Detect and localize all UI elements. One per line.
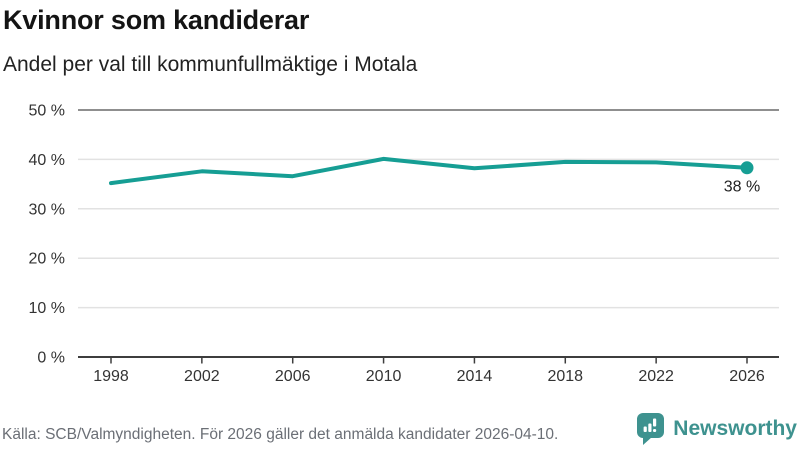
x-tick-label: 1998 — [93, 368, 129, 385]
y-tick-label: 10 % — [29, 300, 65, 317]
y-tick-label: 40 % — [29, 152, 65, 169]
y-tick-label: 20 % — [29, 251, 65, 268]
y-tick-label: 50 % — [29, 103, 65, 120]
x-tick-label: 2022 — [638, 368, 674, 385]
y-tick-label: 0 % — [37, 350, 65, 367]
newsworthy-logo-text: Newsworthy — [673, 416, 797, 440]
x-tick-label: 2006 — [275, 368, 311, 385]
x-tick-label: 2026 — [729, 368, 765, 385]
chart-subtitle: Andel per val till kommunfullmäktige i M… — [3, 53, 418, 76]
last-point-marker — [740, 161, 754, 175]
last-point-value-label: 38 % — [724, 178, 760, 195]
newsworthy-bubble-chart-icon — [637, 413, 665, 445]
source-note: Källa: SCB/Valmyndigheten. För 2026 gäll… — [2, 426, 559, 443]
page-title: Kvinnor som kandiderar — [3, 5, 310, 35]
data-line-series — [109, 156, 749, 186]
y-tick-label: 30 % — [29, 201, 65, 218]
x-tick-label: 2002 — [184, 368, 220, 385]
x-tick-label: 2018 — [547, 368, 583, 385]
x-tick-label: 2014 — [457, 368, 493, 385]
newsworthy-logo[interactable]: Newsworthy — [635, 411, 797, 446]
x-tick-label: 2010 — [366, 368, 402, 385]
